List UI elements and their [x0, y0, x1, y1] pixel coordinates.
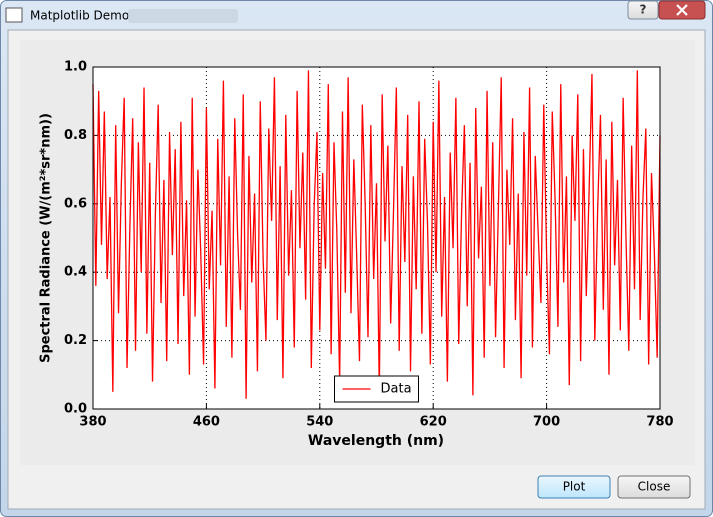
y-tick-label: 0.0	[64, 402, 87, 417]
plot-area	[93, 67, 660, 409]
close-button-label: Close	[638, 480, 671, 494]
x-tick-label: 700	[533, 415, 560, 430]
window-title: Matplotlib Demo	[30, 9, 129, 23]
axes-frame	[92, 66, 661, 410]
plot-button-label: Plot	[563, 480, 586, 494]
help-button[interactable]	[627, 0, 659, 20]
y-axis-label: Spectral Radiance (W/(m²*sr*nm))	[39, 113, 54, 363]
plot-button[interactable]	[537, 475, 611, 499]
x-tick-label: 460	[193, 415, 220, 430]
y-tick-label: 0.4	[64, 265, 87, 280]
x-tick-label: 620	[420, 415, 447, 430]
blurred-tab	[128, 9, 238, 23]
help-button-label: ?	[640, 3, 647, 17]
y-tick-label: 0.6	[64, 196, 87, 211]
x-axis-label: Wavelength (nm)	[308, 433, 444, 449]
legend-label: Data	[381, 382, 412, 397]
app-icon	[5, 7, 23, 23]
x-tick-label: 540	[306, 415, 333, 430]
x-tick-label: 380	[79, 415, 106, 430]
close-button[interactable]	[617, 475, 691, 499]
x-tick-label: 780	[646, 415, 673, 430]
y-tick-label: 0.8	[64, 128, 87, 143]
y-tick-label: 1.0	[64, 60, 87, 75]
data-line	[92, 70, 661, 399]
y-tick-label: 0.2	[64, 333, 87, 348]
close-icon	[676, 4, 688, 16]
